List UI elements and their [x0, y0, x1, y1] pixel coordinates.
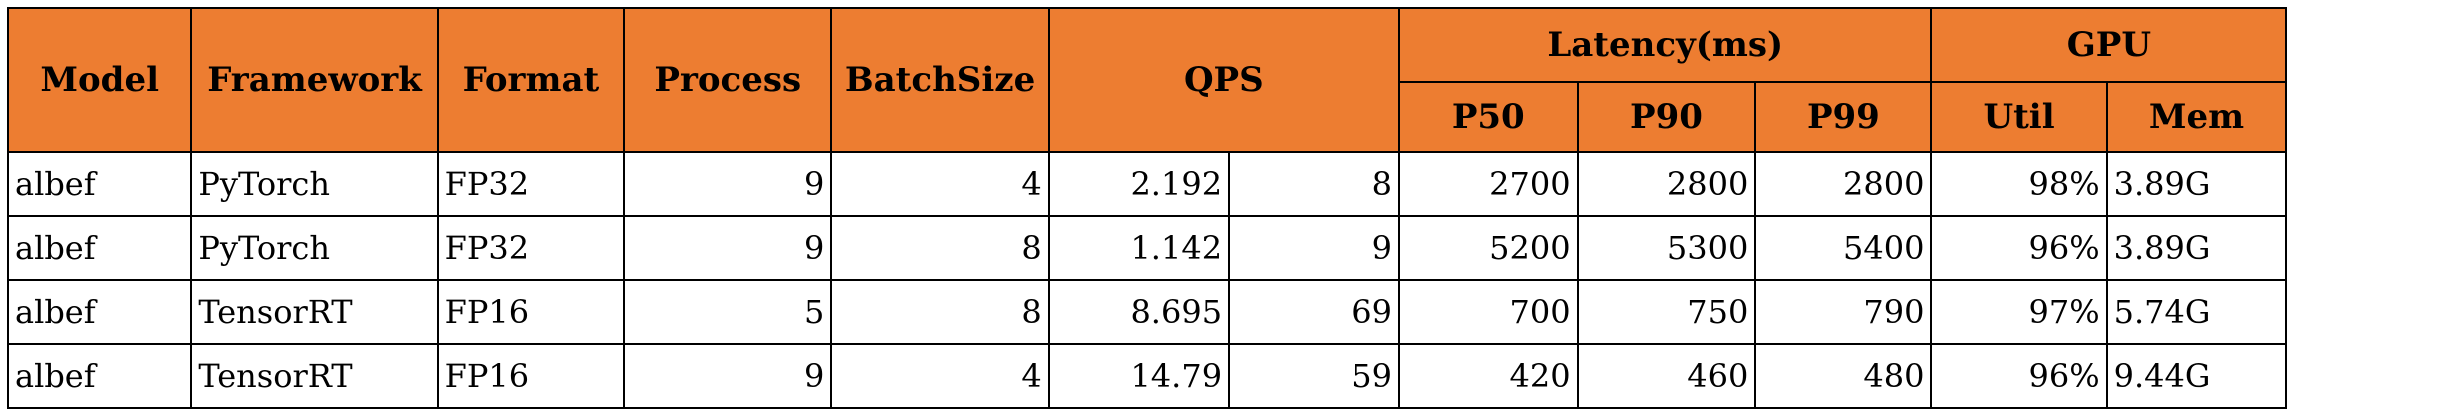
cell-p90: 2800: [1576, 151, 1757, 217]
cell-p99: 480: [1754, 343, 1933, 409]
table-row: albef PyTorch FP32 9 8 1.142 9 5200 5300…: [6, 215, 2441, 281]
table-row: albef TensorRT FP16 5 8 8.695 69 700 750…: [6, 279, 2441, 345]
header-row-top: Model Framework Format Process BatchSize…: [6, 7, 2441, 153]
cell-framework: TensorRT: [190, 343, 439, 409]
cell-p99: 2800: [1754, 151, 1933, 217]
table-row: albef PyTorch FP32 9 4 2.192 8 2700 2800…: [6, 151, 2441, 217]
cell-p50: 2700: [1397, 151, 1579, 217]
header-util: Util: [1930, 81, 2108, 153]
cell-model: albef: [6, 151, 193, 217]
cell-batch-size: 8: [830, 215, 1050, 281]
cell-p90: 5300: [1576, 215, 1757, 281]
cell-process: 5: [623, 279, 833, 345]
header-gpu: GPU: [1930, 7, 2288, 83]
cell-model: albef: [6, 279, 193, 345]
cell-batch-size: 4: [830, 343, 1050, 409]
cell-gpu-mem: 3.89G: [2105, 151, 2288, 217]
cell-format: FP16: [436, 279, 626, 345]
cell-qps-count: 59: [1228, 343, 1400, 409]
cell-qps-count: 8: [1228, 151, 1400, 217]
cell-qps-value: 14.79: [1047, 343, 1231, 409]
cell-gpu-util: 97%: [1930, 279, 2108, 345]
cell-gpu-util: 96%: [1930, 343, 2108, 409]
benchmark-table: Model Framework Format Process BatchSize…: [6, 7, 2442, 409]
cell-qps-value: 8.695: [1047, 279, 1231, 345]
cell-gpu-mem: 3.89G: [2105, 215, 2288, 281]
cell-format: FP32: [436, 215, 626, 281]
cell-p50: 700: [1397, 279, 1579, 345]
cell-framework: PyTorch: [190, 215, 439, 281]
cell-format: FP16: [436, 343, 626, 409]
cell-model: albef: [6, 343, 193, 409]
header-qps: QPS: [1047, 7, 1400, 153]
cell-batch-size: 8: [830, 279, 1050, 345]
header-latency: Latency(ms): [1397, 7, 1933, 83]
cell-qps-value: 2.192: [1047, 151, 1231, 217]
cell-process: 9: [623, 215, 833, 281]
cell-batch-size: 4: [830, 151, 1050, 217]
header-p99: P99: [1754, 81, 1933, 153]
cell-qps-value: 1.142: [1047, 215, 1231, 281]
header-p90: P90: [1576, 81, 1757, 153]
header-framework: Framework: [190, 7, 439, 153]
cell-qps-count: 9: [1228, 215, 1400, 281]
cell-p50: 420: [1397, 343, 1579, 409]
header-model: Model: [6, 7, 193, 153]
header-batch-size: BatchSize: [830, 7, 1050, 153]
header-process: Process: [623, 7, 833, 153]
header-p50: P50: [1397, 81, 1579, 153]
cell-gpu-util: 96%: [1930, 215, 2108, 281]
header-row-sub: P50 P90 P99 Util Mem: [8, 81, 2441, 153]
cell-p99: 5400: [1754, 215, 1933, 281]
cell-gpu-mem: 9.44G: [2105, 343, 2288, 409]
cell-p90: 750: [1576, 279, 1757, 345]
cell-model: albef: [6, 215, 193, 281]
header-mem: Mem: [2105, 81, 2288, 153]
table-row: albef TensorRT FP16 9 4 14.79 59 420 460…: [6, 343, 2441, 409]
cell-p99: 790: [1754, 279, 1933, 345]
cell-gpu-util: 98%: [1930, 151, 2108, 217]
cell-format: FP32: [436, 151, 626, 217]
cell-p50: 5200: [1397, 215, 1579, 281]
cell-process: 9: [623, 151, 833, 217]
cell-qps-count: 69: [1228, 279, 1400, 345]
cell-p90: 460: [1576, 343, 1757, 409]
cell-gpu-mem: 5.74G: [2105, 279, 2288, 345]
cell-framework: PyTorch: [190, 151, 439, 217]
cell-framework: TensorRT: [190, 279, 439, 345]
cell-process: 9: [623, 343, 833, 409]
header-format: Format: [436, 7, 626, 153]
